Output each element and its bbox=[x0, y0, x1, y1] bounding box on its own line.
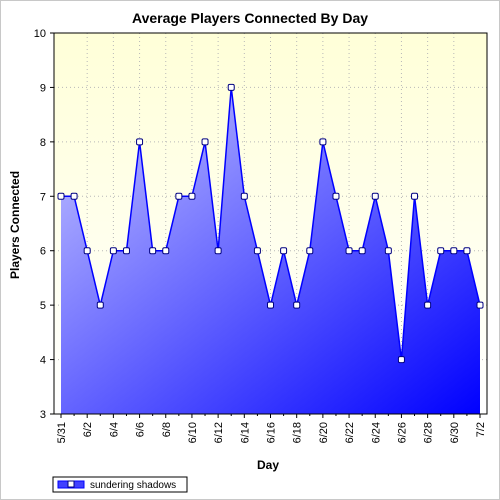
data-point bbox=[96, 301, 104, 309]
data-point bbox=[437, 247, 445, 255]
x-tick-label: 6/18 bbox=[292, 422, 304, 443]
data-point bbox=[267, 301, 274, 309]
data-point bbox=[175, 192, 183, 200]
data-point bbox=[122, 247, 130, 255]
x-axis-title: Day bbox=[257, 458, 279, 472]
data-point bbox=[371, 192, 379, 200]
data-point bbox=[293, 301, 301, 309]
data-point bbox=[162, 247, 170, 255]
data-point bbox=[424, 301, 432, 309]
data-points bbox=[57, 83, 484, 364]
data-point bbox=[136, 138, 144, 146]
data-point bbox=[57, 192, 65, 200]
y-tick-label: 3 bbox=[40, 409, 46, 421]
x-tick-label: 6/10 bbox=[187, 422, 199, 443]
data-point bbox=[227, 83, 235, 91]
data-point bbox=[463, 247, 471, 255]
plot-area bbox=[53, 32, 488, 415]
x-tick-label: 6/14 bbox=[239, 422, 251, 443]
data-point bbox=[476, 301, 484, 309]
x-tick-label: 6/30 bbox=[449, 422, 461, 443]
data-point bbox=[345, 247, 353, 255]
legend-marker-icon bbox=[67, 480, 75, 488]
data-point bbox=[149, 247, 157, 255]
x-tick-label: 5/31 bbox=[56, 422, 68, 443]
x-tick-label: 6/12 bbox=[213, 422, 225, 443]
y-tick-label: 8 bbox=[40, 137, 46, 149]
legend-entry-label: sundering shadows bbox=[90, 480, 176, 491]
data-point bbox=[240, 192, 248, 200]
data-point bbox=[83, 247, 91, 255]
data-point bbox=[280, 247, 288, 255]
y-axis-title: Players Connected bbox=[8, 171, 22, 279]
y-tick-label: 4 bbox=[40, 355, 46, 367]
x-tick-label: 6/28 bbox=[423, 422, 435, 443]
x-tick-label: 6/20 bbox=[318, 422, 330, 443]
x-tick-label: 6/4 bbox=[108, 422, 120, 437]
data-point bbox=[253, 247, 261, 255]
y-tick-label: 6 bbox=[40, 246, 46, 258]
x-tick-label: 6/22 bbox=[344, 422, 356, 443]
data-point bbox=[319, 138, 327, 146]
x-tick-label: 6/6 bbox=[135, 422, 147, 437]
x-tick-label: 7/2 bbox=[475, 422, 487, 437]
x-tick-label: 6/8 bbox=[161, 422, 173, 437]
y-tick-label: 7 bbox=[40, 191, 46, 203]
data-point bbox=[384, 247, 392, 255]
y-tick-label: 5 bbox=[40, 300, 46, 312]
x-tick-label: 6/2 bbox=[82, 422, 94, 437]
data-point bbox=[306, 247, 314, 255]
data-point bbox=[201, 138, 209, 146]
y-axis-ticks: 3 4 5 6 7 8 9 10 bbox=[34, 28, 54, 421]
x-axis-ticks: 5/31 6/2 6/4 6/6 6/8 6/10 6/12 6/14 6/16 6/18 6/20… bbox=[56, 414, 487, 443]
x-tick-label: 6/26 bbox=[396, 422, 408, 443]
x-tick-label: 6/16 bbox=[266, 422, 278, 443]
area-fill bbox=[61, 87, 480, 415]
data-point bbox=[397, 356, 405, 364]
data-point bbox=[332, 192, 340, 200]
data-point bbox=[214, 247, 222, 255]
data-point bbox=[70, 192, 78, 200]
data-point bbox=[188, 192, 196, 200]
y-tick-label: 10 bbox=[34, 28, 46, 40]
chart-title: Average Players Connected By Day bbox=[132, 10, 368, 26]
y-tick-label: 9 bbox=[40, 82, 46, 94]
x-tick-label: 6/24 bbox=[370, 422, 382, 443]
data-point bbox=[109, 247, 117, 255]
data-point bbox=[450, 247, 458, 255]
data-point bbox=[358, 247, 366, 255]
legend: sundering shadows bbox=[52, 476, 188, 493]
legend-box bbox=[52, 476, 188, 493]
data-point bbox=[411, 192, 419, 200]
